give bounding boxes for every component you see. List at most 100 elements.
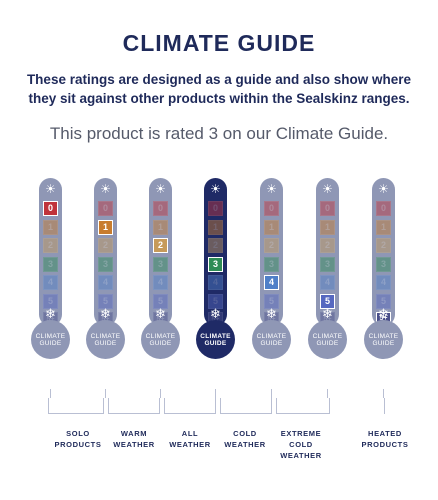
category-label-line: WEATHER [169, 440, 211, 449]
category-label-line: COLD [233, 429, 257, 438]
scale-level-0: 0 [264, 201, 279, 216]
scale-level-2: 2 [98, 238, 113, 253]
sun-icon: ☀ [45, 182, 56, 196]
scale-level-5: 5 [153, 293, 168, 309]
thermometer-bulb: CLIMATE GUIDE [141, 320, 180, 359]
bulb-label: CLIMATE [256, 332, 287, 340]
sun-icon: ☀ [155, 182, 166, 196]
category-label-line: PRODUCTS [361, 440, 409, 449]
scale-level-5: 5 [376, 293, 391, 309]
bulb-label: GUIDE [260, 339, 283, 347]
scale-level-0: 0 [98, 201, 113, 216]
category-label-line: PRODUCTS [54, 440, 102, 449]
category-bracket [48, 398, 104, 414]
page-title: CLIMATE GUIDE [122, 30, 316, 56]
sun-icon: ☀ [210, 182, 221, 196]
scale-level-4: 4 [320, 275, 335, 290]
subtitle: These ratings are designed as a guide an… [26, 72, 412, 106]
sun-icon: ☀ [100, 182, 111, 196]
category-label-line: WARM [120, 429, 148, 438]
scale-level-5: 5 [43, 293, 58, 309]
scale-level-5: 5 [264, 293, 279, 309]
scale-level-4: 4 [208, 275, 223, 290]
scale-level-2: 2 [376, 238, 391, 253]
category-label: SOLO PRODUCTS [43, 428, 113, 450]
scale-level-4: 4 [264, 275, 279, 290]
bulb-label: CLIMATE [90, 332, 121, 340]
bulb-label: CLIMATE [312, 332, 343, 340]
category-bracket [384, 398, 385, 414]
thermometer-bulb: CLIMATE GUIDE [364, 320, 403, 359]
scale-level-3: 3 [208, 256, 223, 272]
snowflake-icon: ❄ [155, 306, 166, 321]
scale-level-3: 3 [264, 256, 279, 272]
bracket-stem [327, 389, 328, 398]
thermometer-6: ☀ 0 1 2 3 4 5 5+ CLIMATE GUIDE ❄ [364, 178, 403, 363]
snowflake-icon: ❄ [100, 306, 111, 321]
snowflake-icon: ❄ [322, 306, 333, 321]
thermometer-bulb: CLIMATE GUIDE [308, 320, 347, 359]
category-label-line: HEATED [368, 429, 402, 438]
bracket-stem [271, 389, 272, 398]
bulb-label: CLIMATE [200, 332, 231, 340]
category-bracket [276, 398, 330, 414]
scale-level-4: 4 [153, 275, 168, 290]
thermometer-tube [372, 178, 395, 326]
scale-level-1: 1 [153, 219, 168, 235]
scale-level-2: 2 [153, 238, 168, 253]
scale-level-4: 4 [43, 275, 58, 290]
scale-level-3: 3 [320, 256, 335, 272]
bulb-label: GUIDE [204, 339, 227, 347]
scale-level-0: 0 [43, 201, 58, 216]
bulb-label: CLIMATE [368, 332, 399, 340]
thermometer-bulb: CLIMATE GUIDE [31, 320, 70, 359]
scale-level-3: 3 [43, 256, 58, 272]
category-bracket [164, 398, 216, 414]
snowflake-icon: ❄ [210, 306, 221, 321]
category-label: COLD WEATHER [210, 428, 280, 450]
snowflake-icon: ❄ [45, 306, 56, 321]
sun-icon: ☀ [322, 182, 333, 196]
category-label: EXTREME COLD WEATHER [266, 428, 336, 461]
scale-level-5: 5 [208, 293, 223, 309]
scale-level-0: 0 [208, 201, 223, 216]
bulb-label: GUIDE [149, 339, 172, 347]
category-label-line: WEATHER [280, 451, 322, 460]
scale-level-1: 1 [376, 219, 391, 235]
thermometer-bulb: CLIMATE GUIDE [86, 320, 125, 359]
sun-icon: ☀ [266, 182, 277, 196]
snowflake-icon: ❄ [378, 306, 389, 321]
bulb-label: GUIDE [39, 339, 62, 347]
scale-level-3: 3 [153, 256, 168, 272]
category-label-line: WEATHER [224, 440, 266, 449]
scale-level-0: 0 [153, 201, 168, 216]
scale-level-1: 1 [98, 219, 113, 235]
category-label-line: SOLO [66, 429, 90, 438]
scale-level-2: 2 [43, 238, 58, 253]
rating-note: This product is rated 3 on our Climate G… [49, 124, 389, 143]
scale-level-1: 1 [320, 219, 335, 235]
category-label-line: COLD [289, 440, 313, 449]
thermometer-tube [316, 178, 339, 326]
bracket-stem [383, 389, 384, 398]
scale-level-4: 4 [376, 275, 391, 290]
bulb-label: CLIMATE [145, 332, 176, 340]
bulb-label: GUIDE [372, 339, 395, 347]
bracket-stem [105, 389, 106, 398]
thermometer-tube [94, 178, 117, 326]
scale-level-1: 1 [43, 219, 58, 235]
thermometer-tube [204, 178, 227, 326]
scale-level-1: 1 [208, 219, 223, 235]
bulb-label: GUIDE [316, 339, 339, 347]
category-label-line: ALL [181, 429, 199, 438]
category-label: ALL WEATHER [155, 428, 225, 450]
thermometer-bulb: CLIMATE GUIDE [252, 320, 291, 359]
snowflake-icon: ❄ [266, 306, 277, 321]
scale-level-2: 2 [320, 238, 335, 253]
sun-icon: ☀ [378, 182, 389, 196]
